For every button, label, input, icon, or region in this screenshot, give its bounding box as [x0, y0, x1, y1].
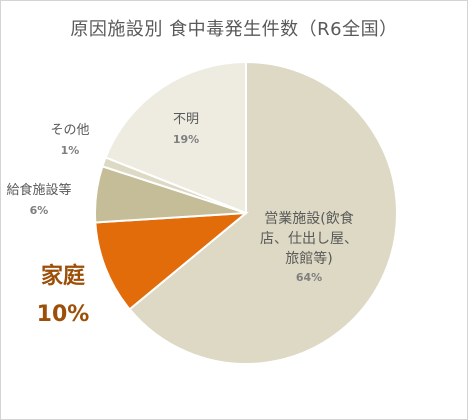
- slice-percent-label: 19%: [173, 133, 199, 146]
- slice-label: 店、仕出し屋、: [260, 231, 358, 247]
- slice-label: 家庭: [41, 263, 85, 289]
- slice-percent-label: 64%: [296, 271, 322, 284]
- pie-slice: [94, 211, 250, 311]
- pie-slice: [104, 60, 247, 215]
- slice-percent-label: 1%: [61, 144, 80, 157]
- slice-label: 旅館等): [285, 250, 332, 267]
- slice-percent-label: 6%: [30, 204, 49, 217]
- slice-label: 給食施設等: [6, 182, 71, 198]
- slice-label: その他: [50, 123, 89, 138]
- slice-label: 不明: [173, 112, 199, 127]
- chart-title: 原因施設別 食中毒発生件数（R6全国）: [70, 19, 398, 40]
- slice-label: 営業施設(飲食: [264, 210, 353, 227]
- pie-slice: [128, 60, 398, 365]
- slice-percent-label: 10%: [37, 302, 90, 327]
